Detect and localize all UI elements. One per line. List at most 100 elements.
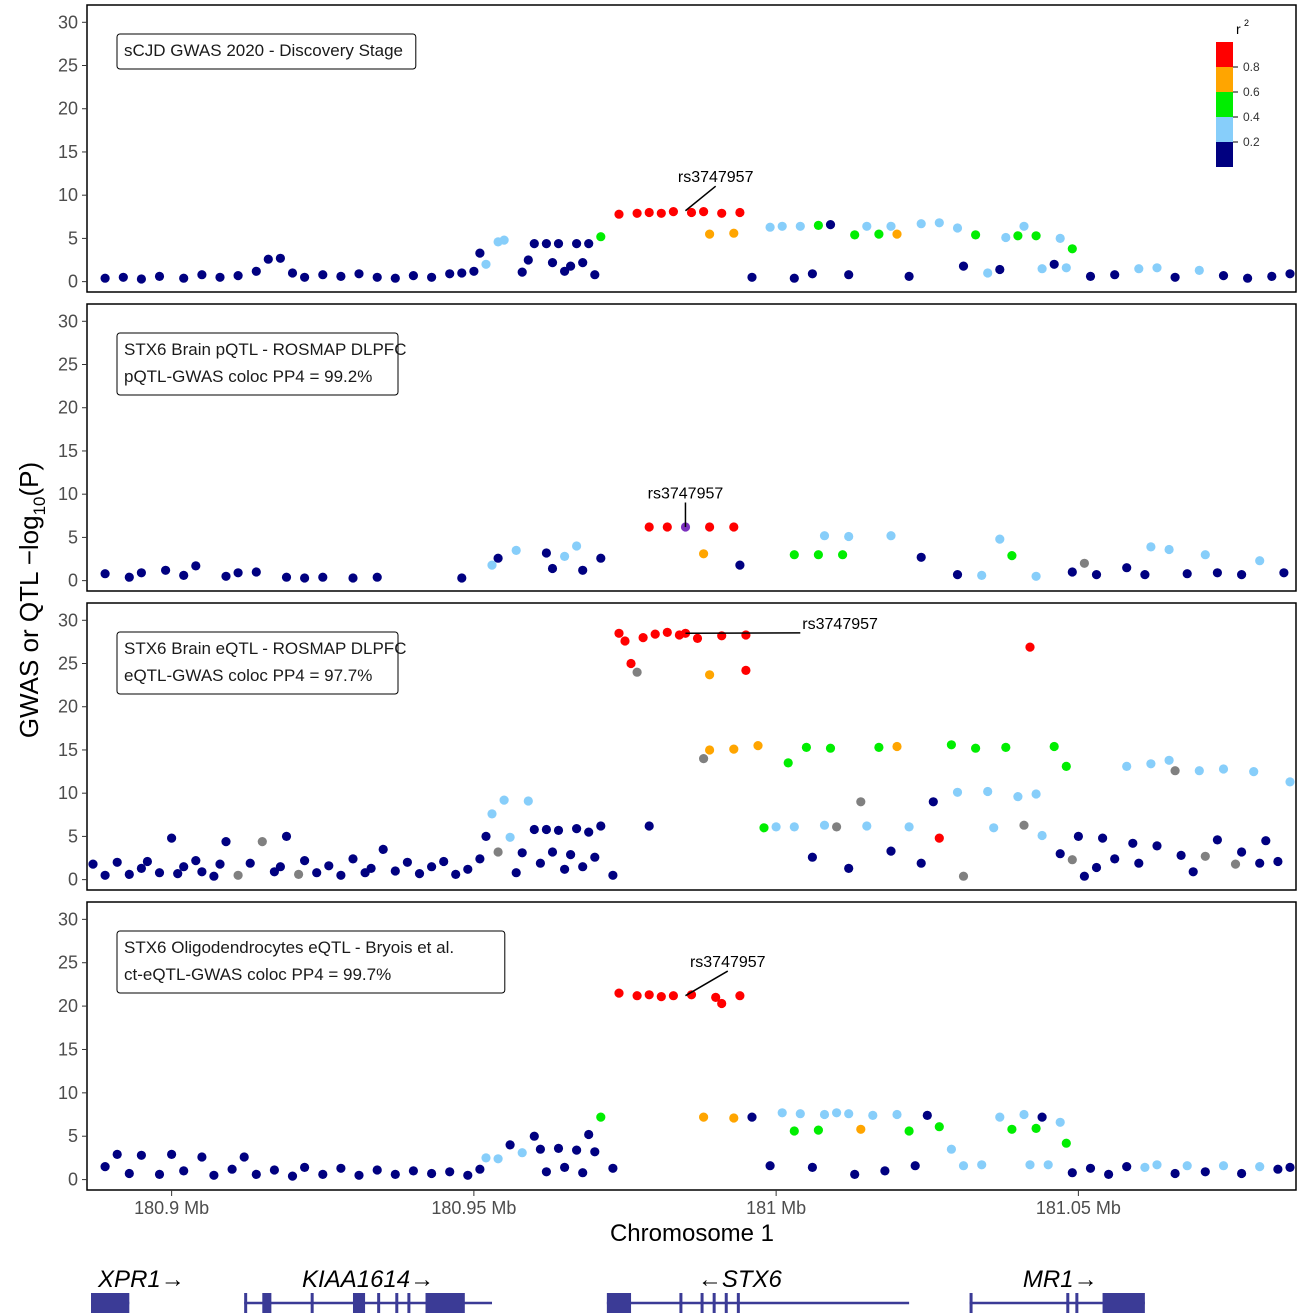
data-point	[167, 833, 177, 843]
data-point	[1164, 544, 1174, 555]
y-tick-label: 0	[68, 571, 78, 591]
data-point	[892, 1109, 902, 1120]
data-point	[886, 221, 896, 231]
y-tick-label: 5	[68, 1126, 78, 1146]
data-point	[233, 568, 243, 578]
data-point	[553, 239, 564, 249]
data-point	[336, 1163, 346, 1173]
data-point	[1146, 759, 1156, 769]
x-tick-label: 180.9 Mb	[134, 1198, 209, 1218]
data-point	[1110, 270, 1120, 280]
data-point	[275, 862, 285, 872]
data-point	[735, 991, 745, 1001]
data-point	[251, 567, 261, 577]
data-point	[1134, 264, 1144, 274]
data-point	[807, 852, 818, 862]
data-point	[1255, 556, 1265, 566]
y-tick-label: 25	[58, 355, 78, 375]
data-point	[608, 870, 618, 880]
data-point	[1067, 244, 1077, 254]
data-point	[572, 541, 582, 551]
gene-exon	[969, 1293, 973, 1313]
data-point	[1079, 871, 1089, 881]
data-point	[644, 207, 654, 218]
data-point	[523, 796, 533, 806]
panel-2: 0 5 10 15 20 25 30 rs3747957 STX6 Brain pQTL - R…	[58, 303, 1297, 592]
data-point	[952, 570, 963, 580]
data-point	[1152, 841, 1162, 851]
legend-label: 0.8	[1243, 60, 1260, 74]
gene-exon	[1075, 1293, 1079, 1313]
data-point	[1037, 1112, 1047, 1122]
data-point	[348, 854, 358, 864]
data-point	[922, 1110, 932, 1120]
gene-exon	[244, 1293, 248, 1313]
y-tick-label: 25	[58, 56, 78, 76]
gene-exon	[91, 1293, 130, 1313]
data-point	[1061, 263, 1071, 273]
legend-swatch	[1216, 117, 1233, 142]
data-point	[977, 570, 987, 581]
data-point	[1255, 1162, 1265, 1172]
data-point	[995, 1112, 1005, 1122]
data-point	[1098, 833, 1108, 843]
data-point	[475, 1164, 485, 1174]
data-point	[1001, 232, 1011, 243]
data-point	[553, 1143, 564, 1153]
gene-track: XPR1→ KIAA1614→ ←STX6 MR1→	[91, 1266, 1145, 1313]
data-point	[819, 820, 830, 830]
data-point	[1061, 1138, 1071, 1148]
data-point	[946, 1144, 957, 1154]
data-point	[958, 1161, 969, 1171]
data-point	[668, 207, 679, 217]
gene: XPR1→	[91, 1266, 185, 1313]
y-tick-label: 20	[58, 697, 78, 717]
data-point	[487, 809, 497, 819]
data-point	[366, 863, 376, 874]
data-point	[1255, 858, 1265, 868]
data-point	[983, 786, 993, 797]
data-point	[910, 1161, 920, 1171]
data-point	[874, 229, 884, 239]
data-point	[179, 570, 189, 581]
data-point	[1085, 1163, 1096, 1173]
data-point	[541, 1167, 552, 1177]
data-point	[620, 636, 630, 646]
data-point	[547, 258, 558, 268]
data-point	[662, 522, 672, 532]
data-point	[300, 1162, 310, 1172]
data-point	[886, 531, 896, 541]
data-point	[197, 867, 207, 877]
x-axis-label: Chromosome 1	[610, 1220, 774, 1247]
data-point	[747, 1112, 757, 1122]
data-point	[838, 550, 848, 560]
y-tick-label: 0	[68, 1170, 78, 1190]
data-point	[578, 258, 588, 268]
data-point	[233, 271, 243, 281]
data-point	[844, 270, 854, 280]
data-point	[499, 235, 509, 245]
data-point	[983, 268, 993, 278]
data-point	[541, 824, 552, 835]
data-point	[765, 222, 775, 232]
data-point	[832, 1108, 842, 1118]
gene-exon	[395, 1293, 399, 1313]
data-point	[1140, 1162, 1150, 1172]
legend-title: r	[1236, 21, 1241, 37]
gene-exon	[1066, 1293, 1070, 1313]
y-tick-label: 20	[58, 398, 78, 418]
data-point	[529, 239, 539, 249]
data-point	[1176, 850, 1186, 861]
data-point	[759, 823, 769, 833]
data-point	[251, 266, 261, 276]
data-point	[989, 823, 999, 833]
data-point	[112, 1149, 122, 1159]
data-point	[1085, 271, 1096, 281]
gene-exon	[262, 1293, 272, 1313]
data-point	[590, 1147, 600, 1157]
x-tick-label: 181 Mb	[746, 1198, 806, 1218]
data-point	[590, 270, 600, 280]
data-point	[1188, 867, 1198, 877]
data-point	[100, 569, 110, 579]
data-point	[511, 545, 521, 556]
